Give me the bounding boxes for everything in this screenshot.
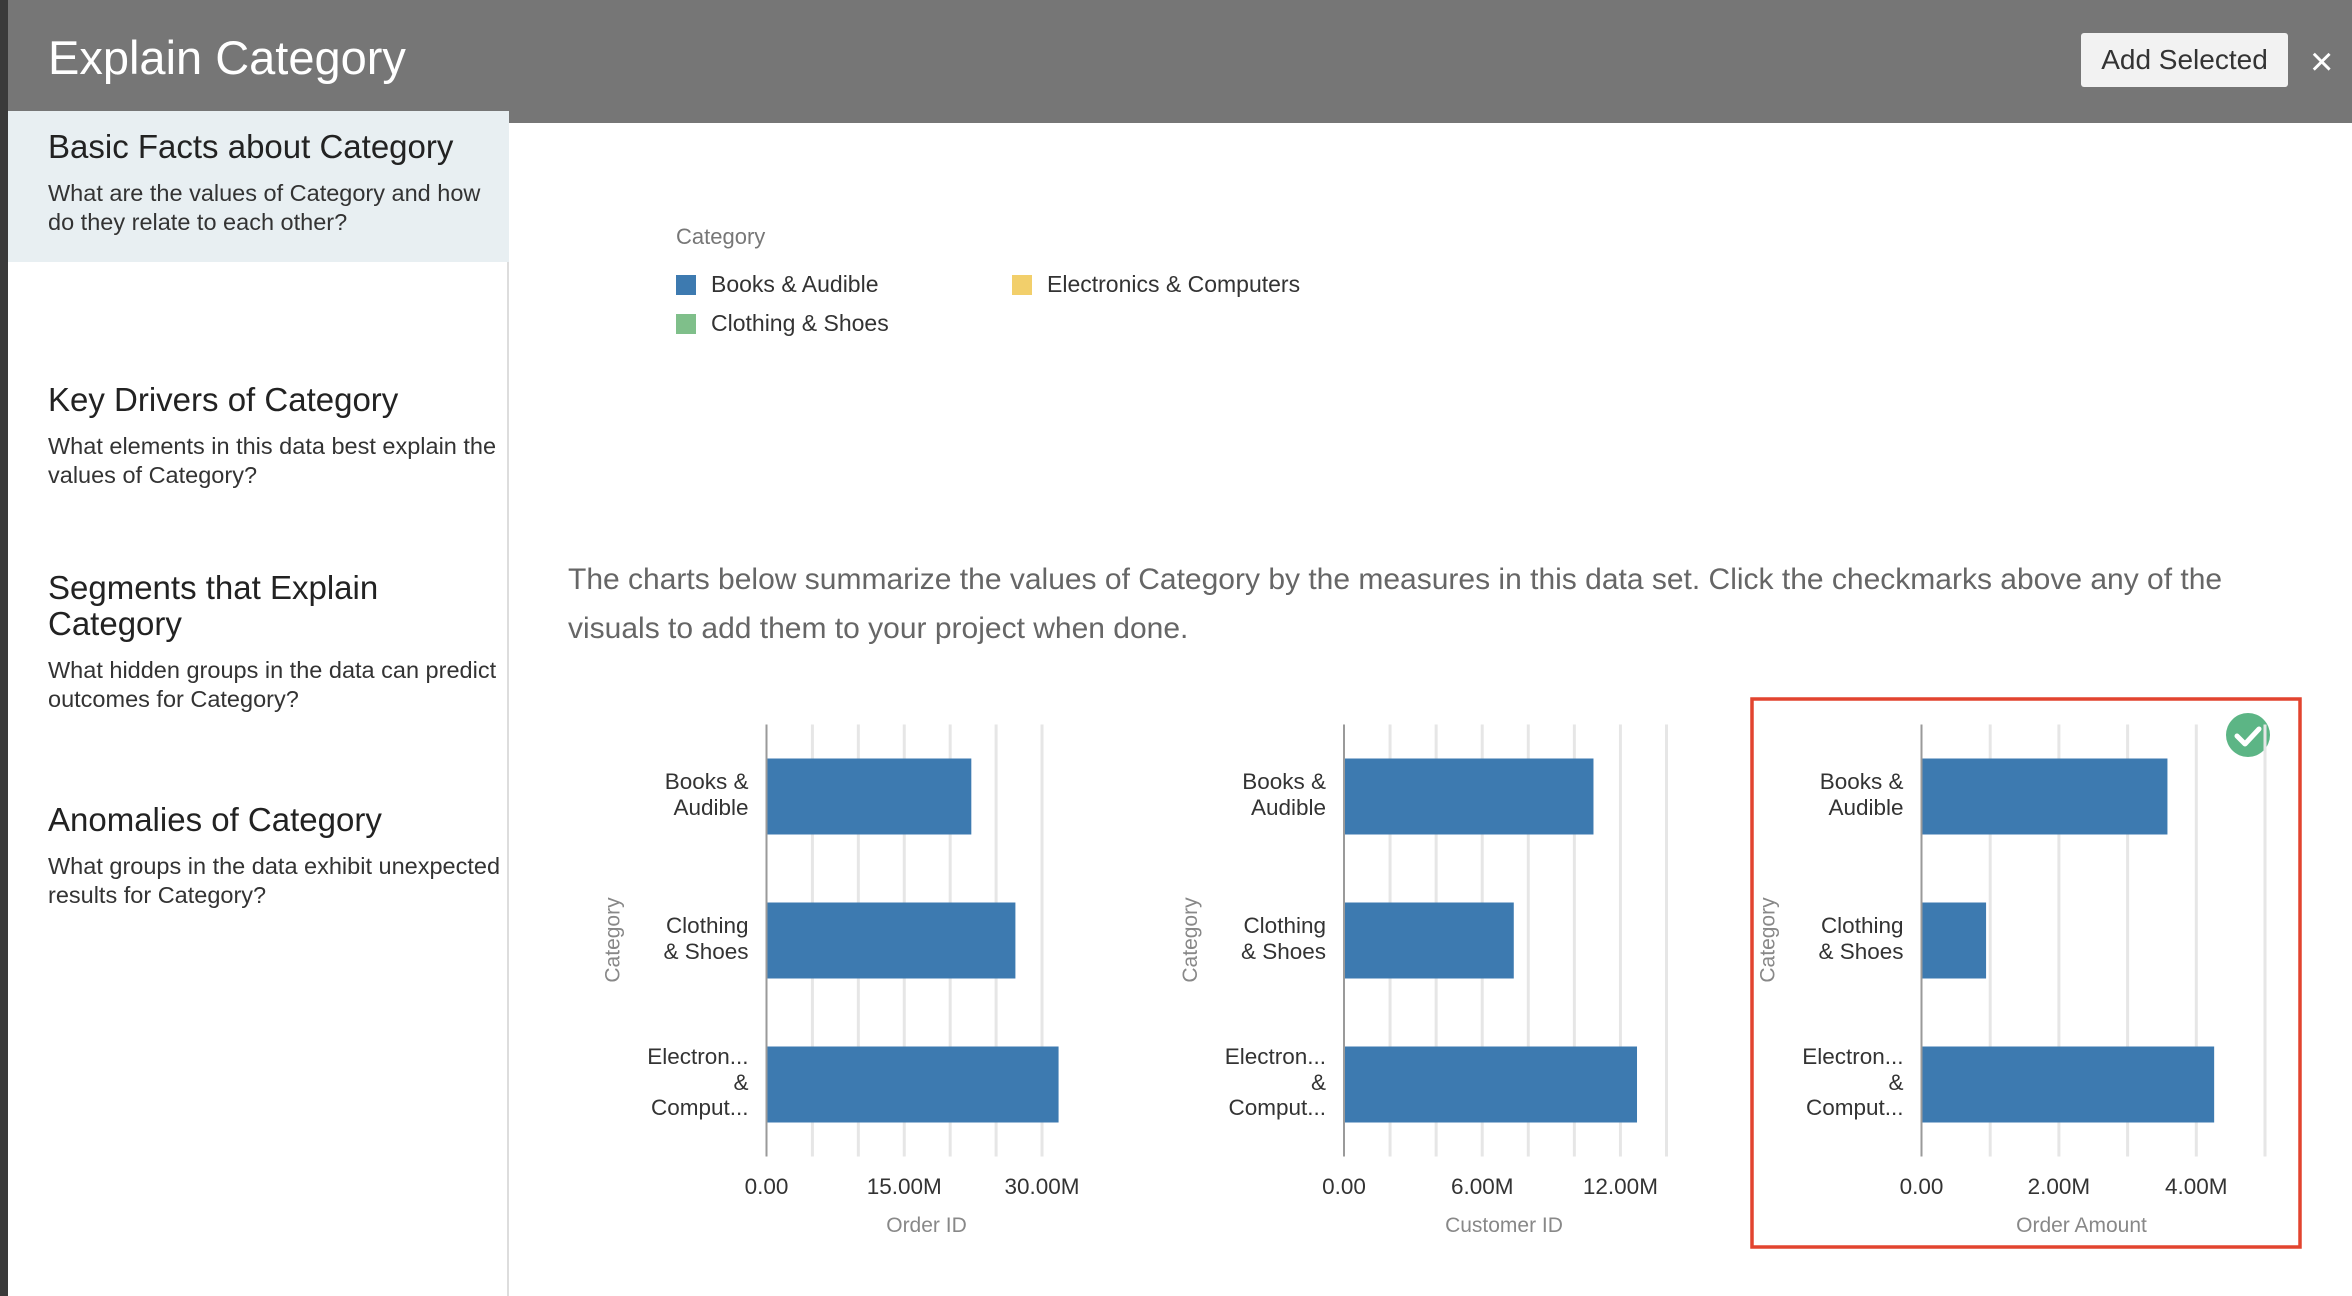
bar bbox=[1921, 758, 2168, 835]
sidebar-item-description: What hidden groups in the data can predi… bbox=[48, 657, 497, 712]
legend-title: Category bbox=[676, 224, 766, 249]
bar bbox=[1344, 902, 1514, 979]
sidebar-item-title: Key Drivers of Category bbox=[48, 381, 399, 418]
close-button[interactable]: × bbox=[2310, 40, 2334, 84]
selection-frame bbox=[1750, 697, 2302, 1249]
header: Explain Category Add Selected × bbox=[0, 0, 2352, 123]
x-tick-label: 15.00M bbox=[867, 1174, 942, 1199]
x-axis-title: Customer ID bbox=[1445, 1214, 1563, 1237]
x-tick-label: 6.00M bbox=[1451, 1174, 1514, 1199]
x-tick-label: 0.00 bbox=[745, 1174, 789, 1199]
y-tick-label: Clothing & Shoes bbox=[1240, 913, 1326, 964]
sidebar-item-title: Basic Facts about Category bbox=[48, 128, 454, 165]
sidebar-item[interactable]: Anomalies of Category What groups in the … bbox=[8, 780, 509, 930]
legend-label: Books & Audible bbox=[711, 271, 879, 297]
bar bbox=[1344, 758, 1594, 835]
y-tick-label: Electron... & Comput... bbox=[647, 1044, 749, 1121]
sidebar-item[interactable]: Segments that Explain Category What hidde… bbox=[8, 552, 509, 742]
x-axis-title: Order ID bbox=[886, 1214, 967, 1237]
y-tick-label: Electron... & Comput... bbox=[1224, 1044, 1326, 1121]
y-tick-label: Clothing & Shoes bbox=[663, 913, 749, 964]
x-tick-label: 12.00M bbox=[1583, 1174, 1658, 1199]
x-tick-label: 0.00 bbox=[1322, 1174, 1366, 1199]
bar bbox=[1921, 1046, 2215, 1123]
description: The charts below summarize the values of… bbox=[568, 563, 2223, 645]
y-tick-label: Electron... & Comput... bbox=[1802, 1044, 1904, 1121]
sidebar-item-description: What groups in the data exhibit unexpect… bbox=[48, 853, 501, 908]
x-tick-label: 4.00M bbox=[2165, 1174, 2228, 1199]
x-tick-label: 2.00M bbox=[2028, 1174, 2091, 1199]
y-axis-title: Category bbox=[1179, 897, 1202, 983]
legend-swatch bbox=[676, 314, 696, 334]
check-icon bbox=[2234, 726, 2262, 747]
bar bbox=[766, 902, 1016, 979]
legend-label: Electronics & Computers bbox=[1047, 271, 1301, 297]
add-selected-button[interactable]: Add Selected bbox=[2081, 33, 2288, 87]
y-tick-label: Books & Audible bbox=[1242, 769, 1326, 820]
sidebar-item-title: Anomalies of Category bbox=[48, 801, 382, 838]
sidebar-item-description: What are the values of Category and how … bbox=[48, 180, 481, 235]
sidebar-item-title: Segments that Explain Category bbox=[48, 569, 379, 642]
bar bbox=[1344, 1046, 1638, 1123]
legend-label: Clothing & Shoes bbox=[711, 310, 889, 336]
legend-swatch bbox=[1012, 275, 1032, 295]
x-axis-title: Order Amount bbox=[2016, 1214, 2147, 1237]
x-tick-label: 30.00M bbox=[1005, 1174, 1080, 1199]
y-tick-label: Books & Audible bbox=[664, 769, 749, 820]
sidebar: Basic Facts about Category What are the v… bbox=[0, 111, 509, 1296]
y-tick-label: Clothing & Shoes bbox=[1818, 913, 1904, 964]
sidebar-item-description: What elements in this data best explain … bbox=[48, 433, 497, 488]
bar bbox=[766, 1046, 1059, 1123]
y-axis-title: Category bbox=[602, 897, 625, 983]
legend-swatch bbox=[676, 275, 696, 295]
dialog-title: Explain Category bbox=[48, 31, 406, 84]
selected-check bbox=[2226, 713, 2270, 757]
bar bbox=[1921, 902, 1987, 979]
sidebar-item[interactable]: Basic Facts about Category What are the v… bbox=[8, 111, 509, 262]
y-tick-label: Books & Audible bbox=[1819, 769, 1904, 820]
x-tick-label: 0.00 bbox=[1900, 1174, 1944, 1199]
sidebar-item[interactable]: Key Drivers of Category What elements in … bbox=[8, 360, 509, 510]
y-axis-title: Category bbox=[1757, 897, 1780, 983]
bar bbox=[766, 758, 972, 835]
